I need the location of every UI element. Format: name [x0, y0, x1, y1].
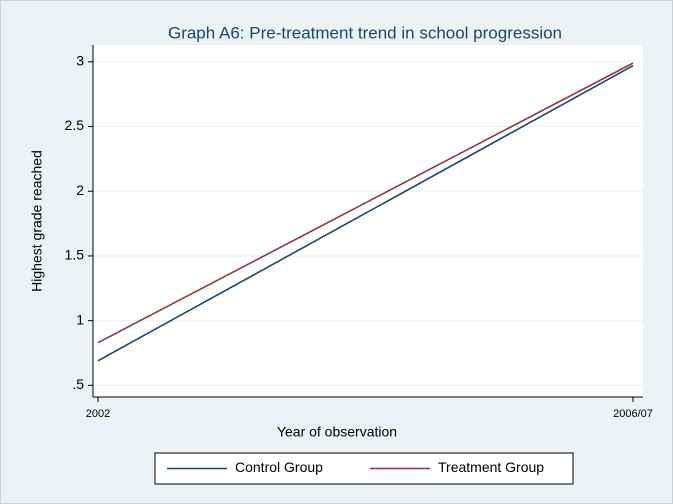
chart-title: Graph A6: Pre-treatment trend in school …	[168, 23, 562, 42]
x-tick-label: 2002	[86, 408, 110, 420]
y-tick-label: 2	[76, 182, 84, 198]
y-tick-label: 1.5	[65, 247, 85, 263]
y-axis-title: Highest grade reached	[29, 150, 45, 292]
legend-label: Control Group	[235, 459, 323, 475]
y-tick-label: 1	[76, 311, 84, 327]
y-tick-label: 2.5	[65, 117, 85, 133]
grid	[93, 61, 643, 386]
y-tick-label: 3	[76, 53, 84, 69]
plot-area	[93, 45, 643, 397]
line-series	[97, 65, 634, 362]
x-tick-label: 2006/07	[613, 408, 653, 420]
y-tick-label: .5	[72, 376, 84, 392]
x-axis-title: Year of observation	[277, 424, 397, 440]
line-series	[97, 62, 634, 344]
legend-label: Treatment Group	[438, 459, 544, 475]
